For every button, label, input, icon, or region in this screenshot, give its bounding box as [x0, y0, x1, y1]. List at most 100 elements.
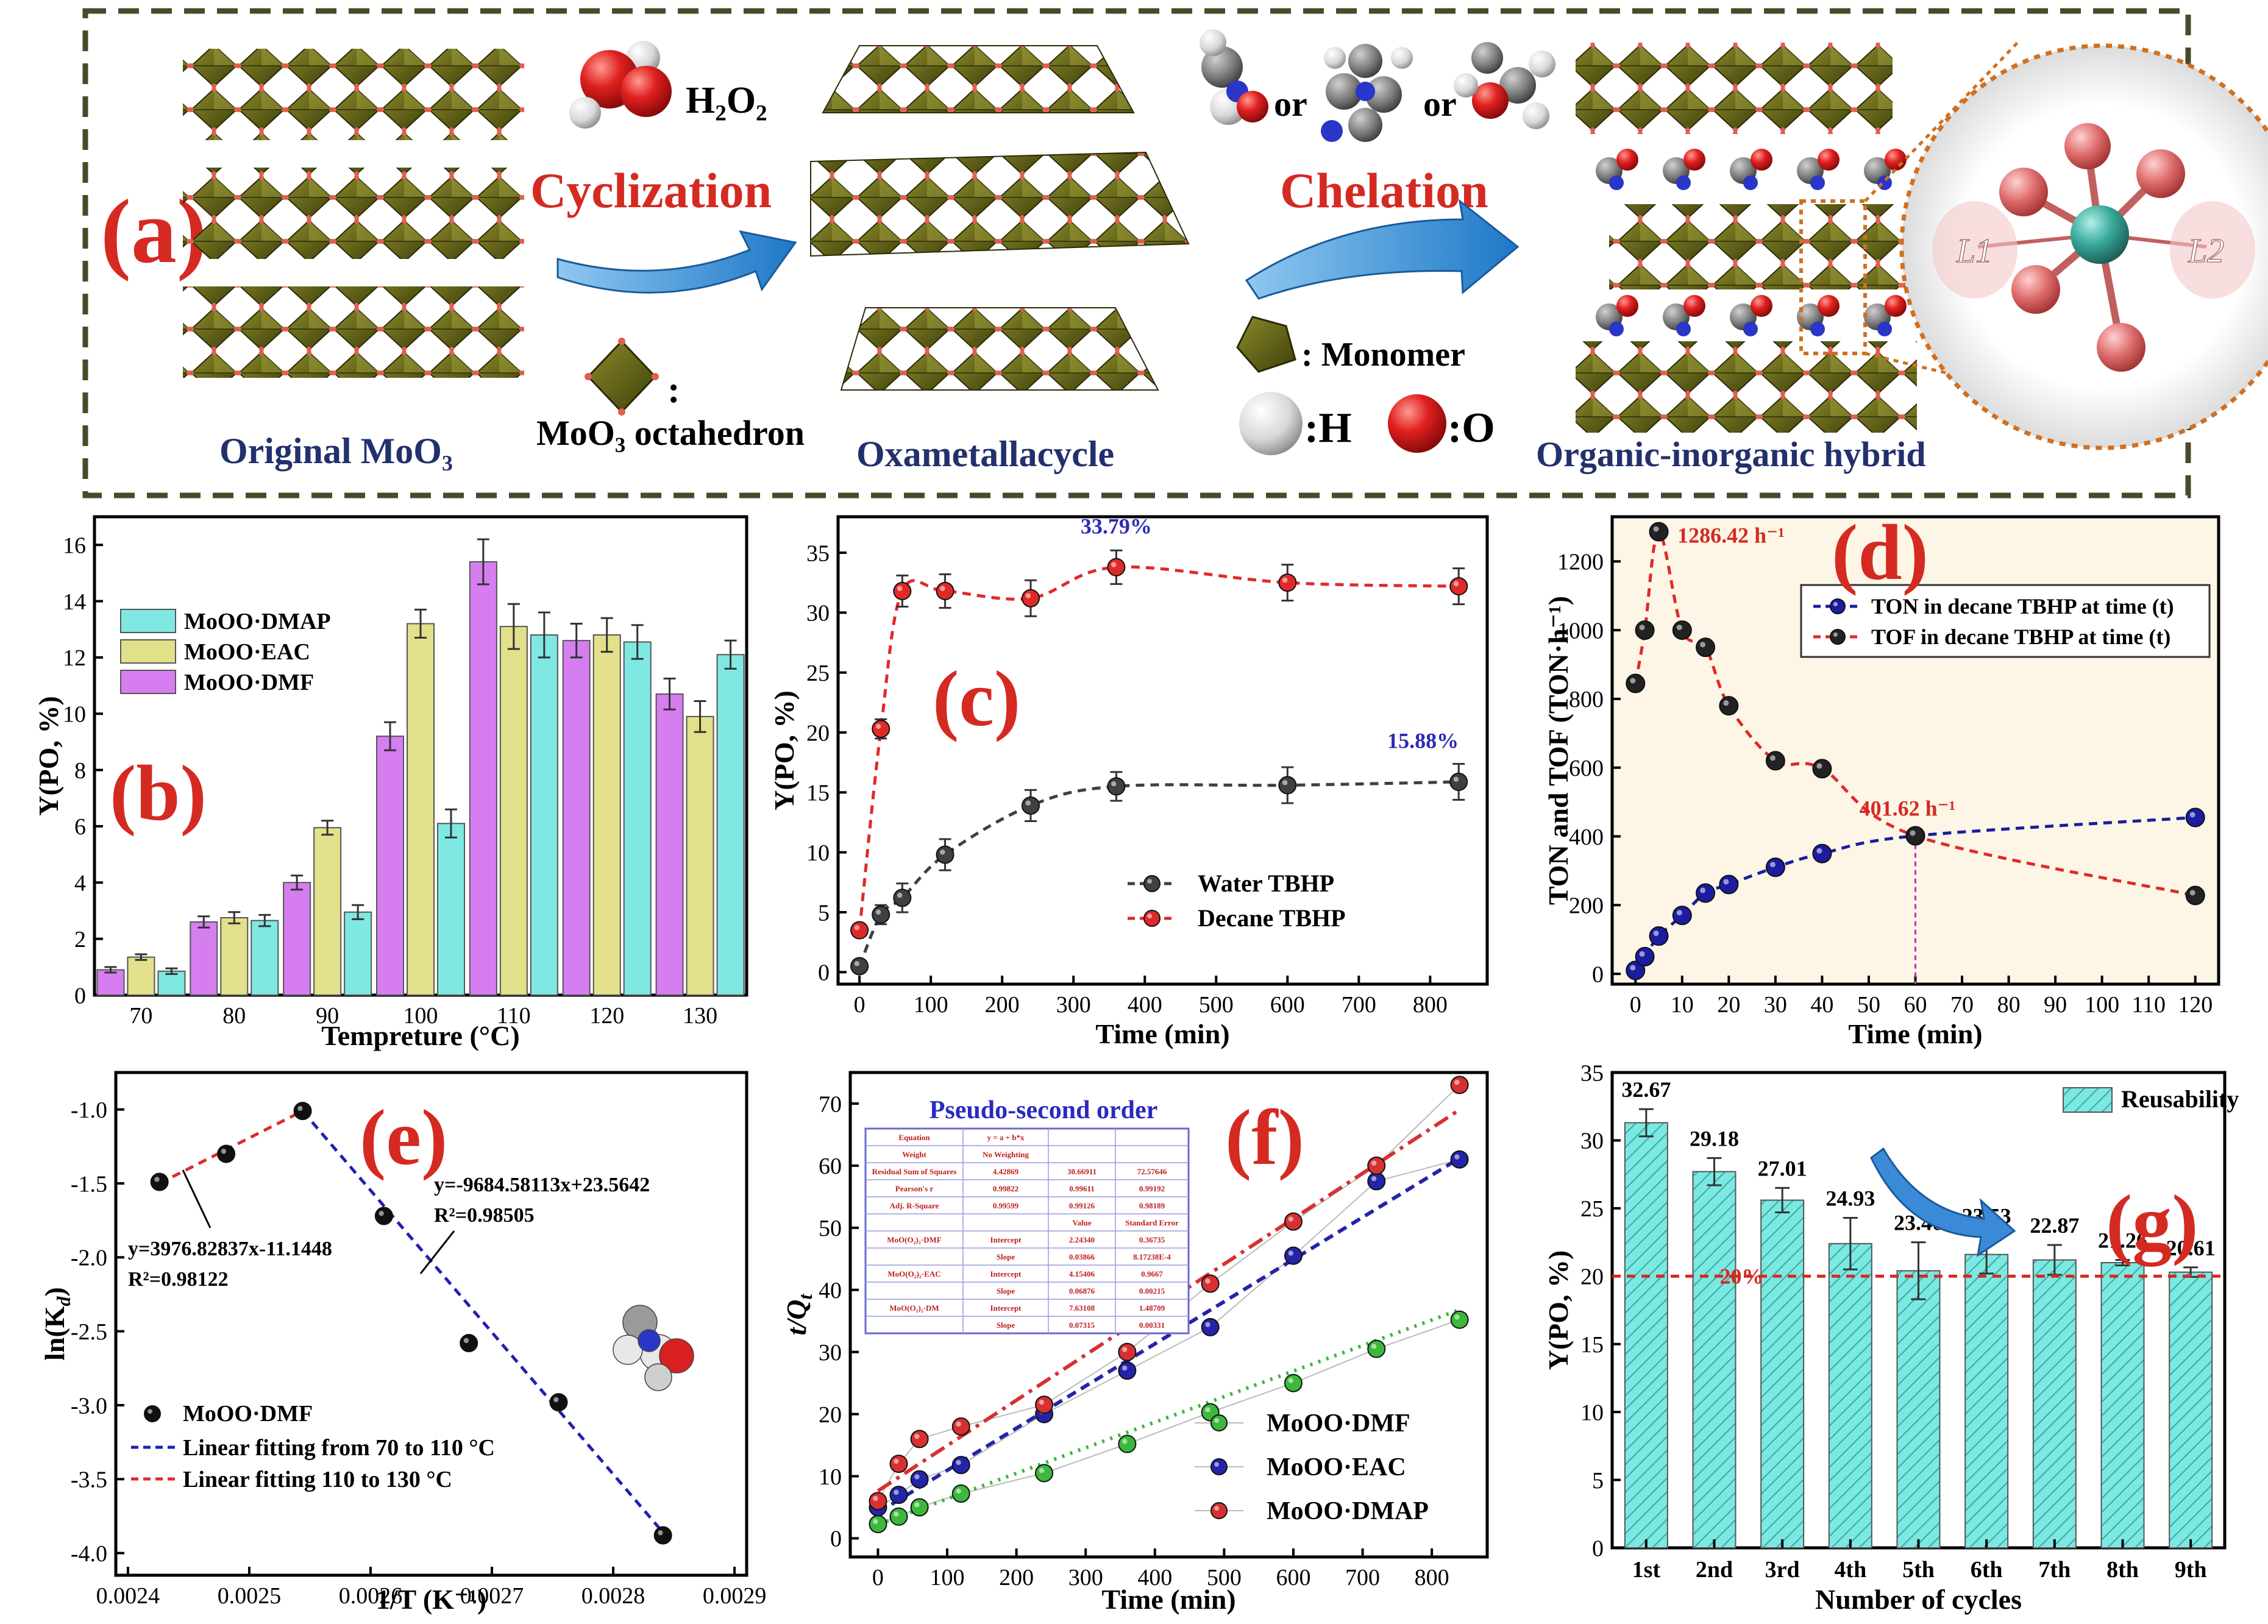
data-point-TOF in decane TBHP at time (t) [1765, 751, 1785, 771]
bar-MoOO·EAC [686, 715, 714, 996]
x-axis-title-d: Time (min) [1848, 1018, 1982, 1049]
octahedron-label: MoO₃ octahedron [536, 413, 805, 453]
legend-label-f: MoOO·EAC [1267, 1453, 1406, 1481]
data-point-MoOO·DMF-highlight [914, 1502, 920, 1508]
x-axis-title-g: Number of cycles [1815, 1584, 2022, 1615]
data-point-TOF in decane TBHP at time (t) [1626, 673, 1646, 693]
bar-MoOO·EAC [499, 626, 528, 996]
y-tick-label-d: 800 [1569, 687, 1604, 712]
data-point-TON in decane TBHP at time (t) [1672, 906, 1692, 926]
data-point-MoOO·EAC-highlight [1454, 1154, 1460, 1160]
data-point-Decane TBHP-highlight [1025, 593, 1031, 598]
data-point-TON in decane TBHP at time (t)-highlight [1630, 965, 1636, 971]
x-tick-label-g: 2nd [1696, 1557, 1733, 1583]
table-cell-f: 7.63108 [1069, 1303, 1095, 1313]
legend-marker-f-highlight [1214, 1418, 1219, 1424]
legend-label-d: TOF in decane TBHP at time (t) [1871, 625, 2170, 649]
table-cell-f: 0.99126 [1069, 1201, 1095, 1210]
annotation-arrow-e [419, 1230, 455, 1274]
data-point-e [293, 1102, 312, 1121]
bar-value-label-g: 27.01 [1758, 1156, 1807, 1180]
oxametallacycle-layer-3 [840, 307, 1159, 391]
x-tick-label-c: 0 [854, 992, 866, 1018]
data-point-MoOO·EAC [1118, 1361, 1137, 1380]
table-cell-f: MoO(O₂)₂·EAC [887, 1269, 940, 1278]
bar-cycle [1624, 1122, 1668, 1548]
x-tick-label-e: 0.0025 [218, 1583, 282, 1609]
data-point-MoOO·DMF [910, 1498, 929, 1517]
data-point-TOF in decane TBHP at time (t) [1672, 620, 1692, 640]
annotation-d: 401.62 h⁻¹ [1860, 796, 1956, 821]
table-cell-f: Slope [997, 1321, 1015, 1330]
data-point-Decane TBHP-highlight [897, 586, 903, 591]
legend-label-c: Decane TBHP [1198, 904, 1346, 932]
x-tick-label-d: 10 [1671, 992, 1694, 1018]
y-tick-label-c: 20 [806, 720, 830, 746]
plot-frame-b [93, 515, 748, 997]
data-point-Decane TBHP-highlight [854, 925, 860, 931]
bar-MoOO·DMF [562, 640, 591, 996]
x-tick-label-b: 120 [589, 1003, 624, 1029]
y-axis-title-e: ln(Kd) [39, 1287, 74, 1361]
hybrid-ligand-row-1 [1596, 149, 1907, 190]
y-tick-label-e: -1.5 [71, 1171, 107, 1197]
y-tick-label-c: 0 [818, 960, 830, 986]
y-tick-label-d: 1000 [1557, 618, 1604, 644]
x-tick-label-b: 100 [403, 1003, 438, 1029]
y-tick-label-e: -2.0 [71, 1246, 107, 1271]
zoom-circle [1899, 43, 2268, 450]
legend-marker-f [1210, 1502, 1228, 1519]
legend-marker-c [1143, 910, 1161, 927]
chelation-arrow-icon [1245, 199, 1520, 300]
data-point-TOF in decane TBHP at time (t) [2185, 885, 2205, 906]
data-point-Water TBHP [1021, 796, 1040, 815]
chelation-label: Chelation [1280, 163, 1488, 218]
table-cell-f: 4.42869 [993, 1167, 1019, 1176]
legend-marker-f [1210, 1414, 1228, 1431]
legend-label-e: Linear fitting from 70 to 110 °C [183, 1435, 495, 1461]
bar-MoOO·DMF [376, 736, 404, 996]
x-tick-label-b: 70 [129, 1003, 152, 1029]
ligand-l2-label: L2 [2188, 232, 2224, 270]
legend-marker-c-highlight [1147, 913, 1152, 918]
legend-swatch-b [120, 639, 176, 664]
data-point-MoOO·DMAP-highlight [894, 1458, 899, 1464]
plot-frame-g [1610, 1071, 2227, 1550]
bar-cycle [1828, 1243, 1872, 1549]
data-point-e-highlight [297, 1105, 303, 1112]
panel-letter-c: (c) [933, 655, 1020, 743]
bar-value-label-g: 23.40 [1894, 1211, 1943, 1235]
bar-value-label-g: 24.93 [1825, 1186, 1875, 1210]
x-axis-title-e: 1/T (K⁻¹) [376, 1584, 487, 1615]
data-point-Water TBHP-highlight [854, 961, 860, 966]
bar-MoOO·DMF [190, 921, 218, 996]
data-point-MoOO·DMF-highlight [1039, 1468, 1045, 1473]
data-point-MoOO·DMAP-highlight [1288, 1216, 1293, 1222]
x-tick-label-d: 110 [2131, 992, 2166, 1018]
x-tick-label-g: 5th [1902, 1557, 1935, 1583]
data-point-MoOO·DMAP [869, 1492, 887, 1511]
data-point-Decane TBHP [850, 921, 869, 940]
cyclization-label: Cyclization [530, 163, 772, 218]
bar-cycle [2169, 1271, 2213, 1549]
bar-MoOO·DMAP [157, 970, 186, 996]
x-axis-title-f: Time (min) [1101, 1584, 1235, 1615]
y-tick-label-c: 30 [806, 601, 830, 626]
table-cell-f: 0.99611 [1069, 1184, 1095, 1193]
bar-MoOO·DMAP [251, 920, 279, 996]
data-point-Water TBHP-highlight [1453, 776, 1459, 782]
y-axis-title-c: Y(PO, %) [769, 690, 800, 810]
x-tick-label-g: 6th [1971, 1557, 2003, 1583]
data-point-TON in decane TBHP at time (t) [1812, 843, 1832, 863]
eac-molecule-icon [1454, 42, 1555, 129]
table-cell-f: 0.36735 [1139, 1235, 1165, 1244]
data-point-TOF in decane TBHP at time (t)-highlight [1653, 526, 1659, 532]
x-tick-label-g: 8th [2106, 1557, 2139, 1583]
x-tick-label-b: 80 [222, 1003, 246, 1029]
fit-line-MoOO·EAC [876, 1157, 1461, 1514]
legend-marker-c [1143, 875, 1161, 892]
table-cell-f: Intercept [990, 1235, 1022, 1244]
legend-marker-f-highlight [1214, 1506, 1219, 1511]
